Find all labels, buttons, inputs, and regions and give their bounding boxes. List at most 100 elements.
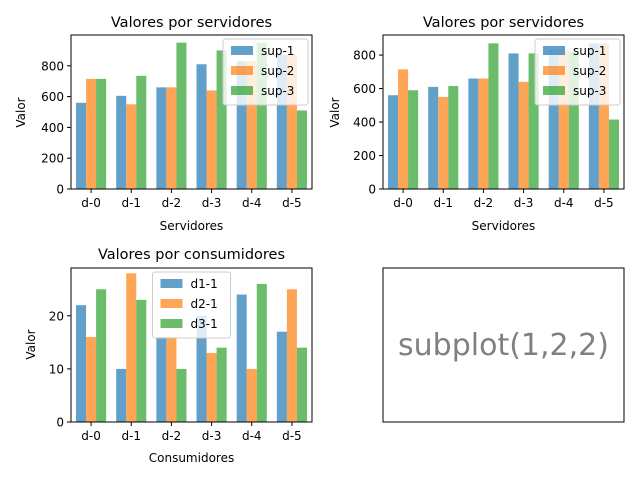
bar-sup-3-d-0 [96, 78, 107, 189]
legend: sup-1 sup-2 sup-3 [222, 38, 309, 106]
y-tick-label: 10 [49, 362, 64, 376]
placeholder-label: subplot(1,2,2) [398, 328, 609, 363]
x-tick-label: d-1 [121, 429, 141, 443]
bar-d3-1-d-1 [136, 299, 147, 422]
bar-sup-2-d-0 [398, 69, 409, 189]
y-tick-label: 200 [353, 149, 376, 163]
x-tick-label: d-3 [202, 429, 222, 443]
bar-d1-1-d-1 [116, 368, 127, 422]
x-axis-label: Consumidores [149, 451, 234, 465]
x-tick-label: d-4 [554, 196, 574, 210]
subplot-servidores-2: Valores por servidores Servidores Valor … [328, 15, 625, 233]
bar-sup-1-d-3 [196, 64, 207, 189]
x-axis-label: Servidores [472, 219, 536, 233]
bar-sup-2-d-3 [518, 81, 529, 189]
legend-swatch-sup-1 [231, 46, 253, 55]
bar-d2-1-d-2 [166, 337, 177, 422]
bar-d3-1-d-5 [296, 347, 307, 422]
bar-sup-3-d-3 [216, 50, 227, 190]
bar-sup-1-d-5 [588, 43, 599, 190]
bar-sup-3-d-1 [136, 75, 147, 189]
x-tick-label: d-5 [282, 196, 302, 210]
y-tick-label: 0 [368, 183, 376, 197]
bar-d3-1-d-3 [216, 347, 227, 422]
bar-sup-1-d-0 [388, 95, 399, 189]
bar-d2-1-d-0 [86, 337, 97, 422]
bar-d1-1-d-2 [156, 337, 167, 422]
y-tick-label: 20 [49, 309, 64, 323]
bar-sup-2-d-0 [86, 78, 97, 189]
y-tick-label: 800 [353, 49, 376, 63]
bar-sup-3-d-4 [568, 51, 579, 189]
bar-sup-1-d-0 [76, 102, 87, 189]
bar-sup-1-d-2 [156, 87, 167, 189]
bar-sup-2-d-5 [286, 55, 297, 189]
legend-swatch-sup-2 [231, 66, 253, 75]
bar-sup-1-d-5 [276, 55, 287, 189]
y-tick-label: 800 [41, 59, 64, 73]
legend-swatch-sup-1 [543, 46, 565, 55]
y-axis-label: Valor [14, 97, 28, 127]
y-tick-label: 400 [353, 116, 376, 130]
y-tick-label: 200 [41, 152, 64, 166]
bar-d3-1-d-2 [176, 368, 187, 422]
legend-swatch-sup-2 [543, 66, 565, 75]
x-tick-label: d-5 [594, 196, 614, 210]
bar-d3-1-d-0 [96, 289, 107, 422]
bar-sup-2-d-2 [478, 78, 489, 189]
bar-d2-1-d-4 [246, 368, 257, 422]
x-tick-label: d-4 [242, 196, 262, 210]
y-tick-label: 400 [41, 121, 64, 135]
axes-frame [70, 267, 313, 423]
x-tick-label: d-2 [162, 429, 182, 443]
legend-label-d2-1: d2-1 [191, 297, 218, 311]
x-tick-label: d-0 [81, 429, 101, 443]
legend: d1-1 d2-1 d3-1 [152, 271, 231, 339]
y-tick-label: 600 [41, 90, 64, 104]
legend-label-d1-1: d1-1 [191, 277, 218, 291]
x-tick-label: d-1 [121, 196, 141, 210]
legend-label-sup-2: sup-2 [261, 64, 294, 78]
placeholder-subplot: subplot(1,2,2) [382, 267, 625, 423]
legend-swatch-d3-1 [160, 319, 183, 328]
axes-frame [70, 34, 313, 190]
bar-d3-1-d-4 [256, 283, 267, 422]
subplot-title: Valores por consumidores [98, 247, 285, 263]
y-tick-label: 0 [56, 183, 64, 197]
x-tick-label: d-1 [433, 196, 453, 210]
subplot-title: Valores por servidores [423, 15, 584, 31]
legend-label-sup-2: sup-2 [573, 64, 606, 78]
y-axis-label: Valor [328, 97, 342, 127]
bar-sup-2-d-1 [438, 96, 449, 189]
bar-sup-2-d-2 [166, 87, 177, 189]
legend-swatch-d2-1 [160, 299, 183, 308]
bar-sup-3-d-1 [448, 86, 459, 189]
bar-sup-3-d-0 [408, 90, 419, 189]
bar-sup-1-d-1 [428, 86, 439, 189]
x-axis-label: Servidores [160, 219, 224, 233]
subplot-consumidores: Valores por consumidores Consumidores Va… [24, 247, 313, 465]
bar-sup-2-d-5 [598, 43, 609, 190]
legend: sup-1 sup-2 sup-3 [534, 38, 621, 106]
bar-d2-1-d-1 [126, 273, 137, 422]
axes-frame [382, 34, 625, 190]
subplot-title: Valores por servidores [111, 15, 272, 31]
x-tick-label: d-5 [282, 429, 302, 443]
legend-label-sup-3: sup-3 [573, 84, 606, 98]
bar-d1-1-d-3 [196, 315, 207, 422]
bar-sup-2-d-3 [206, 90, 217, 189]
y-axis-label: Valor [24, 329, 38, 359]
x-tick-label: d-0 [81, 196, 101, 210]
y-tick-label: 0 [56, 416, 64, 430]
x-tick-label: d-3 [202, 196, 222, 210]
x-tick-label: d-2 [162, 196, 182, 210]
x-tick-label: d-4 [242, 429, 262, 443]
bar-d1-1-d-0 [76, 305, 87, 422]
bar-sup-2-d-4 [558, 50, 569, 189]
x-tick-label: d-3 [514, 196, 534, 210]
x-tick-label: d-0 [393, 196, 413, 210]
legend-swatch-d1-1 [160, 279, 183, 288]
legend-swatch-sup-3 [231, 86, 253, 95]
legend-swatch-sup-3 [543, 86, 565, 95]
